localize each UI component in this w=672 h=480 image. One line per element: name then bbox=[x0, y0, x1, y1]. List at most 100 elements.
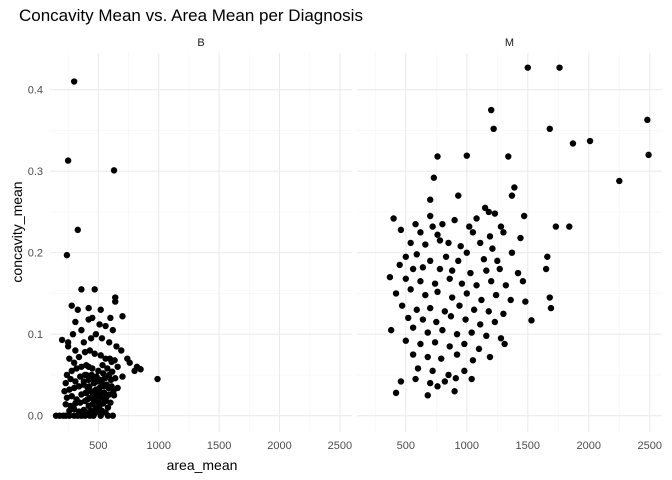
data-point bbox=[412, 220, 419, 228]
data-point bbox=[90, 379, 98, 387]
y-axis-title: concavity_mean bbox=[9, 181, 25, 282]
data-point bbox=[119, 373, 126, 380]
data-point bbox=[107, 376, 115, 384]
data-point bbox=[100, 383, 107, 390]
data-point bbox=[500, 310, 507, 318]
data-point bbox=[97, 306, 104, 313]
data-point bbox=[492, 291, 500, 299]
data-point bbox=[413, 306, 420, 313]
data-point bbox=[98, 389, 105, 397]
data-point bbox=[104, 404, 112, 411]
data-point bbox=[83, 371, 90, 379]
data-point bbox=[483, 267, 490, 274]
data-point bbox=[497, 335, 505, 342]
data-point bbox=[114, 363, 121, 370]
x-tick-label: 2500 bbox=[328, 440, 352, 452]
data-point bbox=[451, 216, 458, 224]
data-point bbox=[473, 282, 480, 289]
data-point bbox=[417, 229, 424, 236]
data-point bbox=[434, 231, 441, 238]
data-point bbox=[453, 351, 461, 358]
data-point bbox=[95, 367, 102, 375]
data-point bbox=[502, 282, 510, 289]
data-point bbox=[387, 326, 395, 334]
data-point bbox=[96, 376, 104, 384]
data-point bbox=[109, 326, 117, 334]
y-tick-label: 0.2 bbox=[28, 248, 43, 260]
data-point bbox=[86, 383, 93, 390]
data-point bbox=[407, 286, 414, 293]
data-point bbox=[453, 330, 461, 338]
data-point bbox=[417, 340, 424, 348]
data-point bbox=[97, 412, 104, 419]
data-point bbox=[119, 313, 126, 320]
data-point bbox=[69, 330, 77, 338]
chart-title: Concavity Mean vs. Area Mean per Diagnos… bbox=[19, 6, 363, 25]
data-point bbox=[85, 304, 92, 312]
data-point bbox=[446, 275, 453, 282]
data-point bbox=[98, 335, 106, 342]
data-point bbox=[74, 306, 81, 313]
data-point bbox=[392, 290, 400, 297]
y-tick-label: 0.0 bbox=[28, 411, 43, 423]
data-point bbox=[566, 223, 573, 230]
data-point bbox=[409, 265, 417, 273]
x-tick-label: 1500 bbox=[516, 440, 540, 452]
data-point bbox=[137, 366, 144, 373]
data-point bbox=[409, 324, 417, 331]
data-point bbox=[392, 389, 400, 397]
data-point bbox=[397, 226, 405, 234]
data-point bbox=[505, 153, 512, 160]
data-point bbox=[97, 352, 104, 359]
data-point bbox=[78, 363, 85, 370]
data-point bbox=[528, 317, 535, 324]
data-point bbox=[419, 264, 427, 271]
data-point bbox=[457, 242, 464, 250]
data-point bbox=[422, 291, 429, 299]
data-point bbox=[434, 288, 441, 296]
data-point bbox=[469, 229, 477, 236]
data-point bbox=[547, 304, 555, 312]
data-point bbox=[154, 375, 161, 383]
data-point bbox=[520, 212, 528, 220]
data-point bbox=[68, 367, 75, 375]
data-point bbox=[439, 220, 446, 228]
data-point bbox=[544, 253, 551, 260]
data-point bbox=[75, 353, 83, 361]
data-point bbox=[70, 405, 78, 413]
data-point bbox=[463, 249, 470, 256]
data-point bbox=[439, 326, 446, 334]
data-point bbox=[106, 355, 113, 362]
x-tick-label: 1500 bbox=[207, 440, 231, 452]
data-point bbox=[110, 388, 117, 395]
data-point bbox=[481, 204, 489, 212]
data-point bbox=[66, 412, 73, 419]
data-point bbox=[424, 329, 431, 336]
data-point bbox=[427, 257, 434, 265]
data-point bbox=[104, 412, 112, 419]
data-point bbox=[102, 322, 109, 330]
data-point bbox=[491, 210, 499, 217]
data-point bbox=[461, 340, 468, 348]
facet-strip-label: B bbox=[197, 37, 204, 49]
data-point bbox=[445, 371, 452, 379]
data-point bbox=[427, 304, 434, 312]
data-point bbox=[445, 239, 452, 247]
data-point bbox=[508, 249, 516, 256]
data-point bbox=[429, 223, 436, 230]
data-point bbox=[470, 306, 478, 313]
data-point bbox=[431, 280, 439, 287]
data-point bbox=[70, 359, 78, 366]
data-point bbox=[485, 308, 492, 315]
data-point bbox=[62, 401, 69, 408]
data-point bbox=[463, 152, 470, 159]
data-point bbox=[522, 298, 529, 305]
data-point bbox=[441, 308, 449, 315]
data-point bbox=[409, 351, 417, 358]
data-point bbox=[473, 215, 480, 222]
data-point bbox=[68, 392, 75, 400]
data-point bbox=[67, 375, 74, 383]
data-point bbox=[112, 298, 119, 305]
data-point bbox=[434, 153, 441, 160]
data-point bbox=[475, 345, 483, 353]
